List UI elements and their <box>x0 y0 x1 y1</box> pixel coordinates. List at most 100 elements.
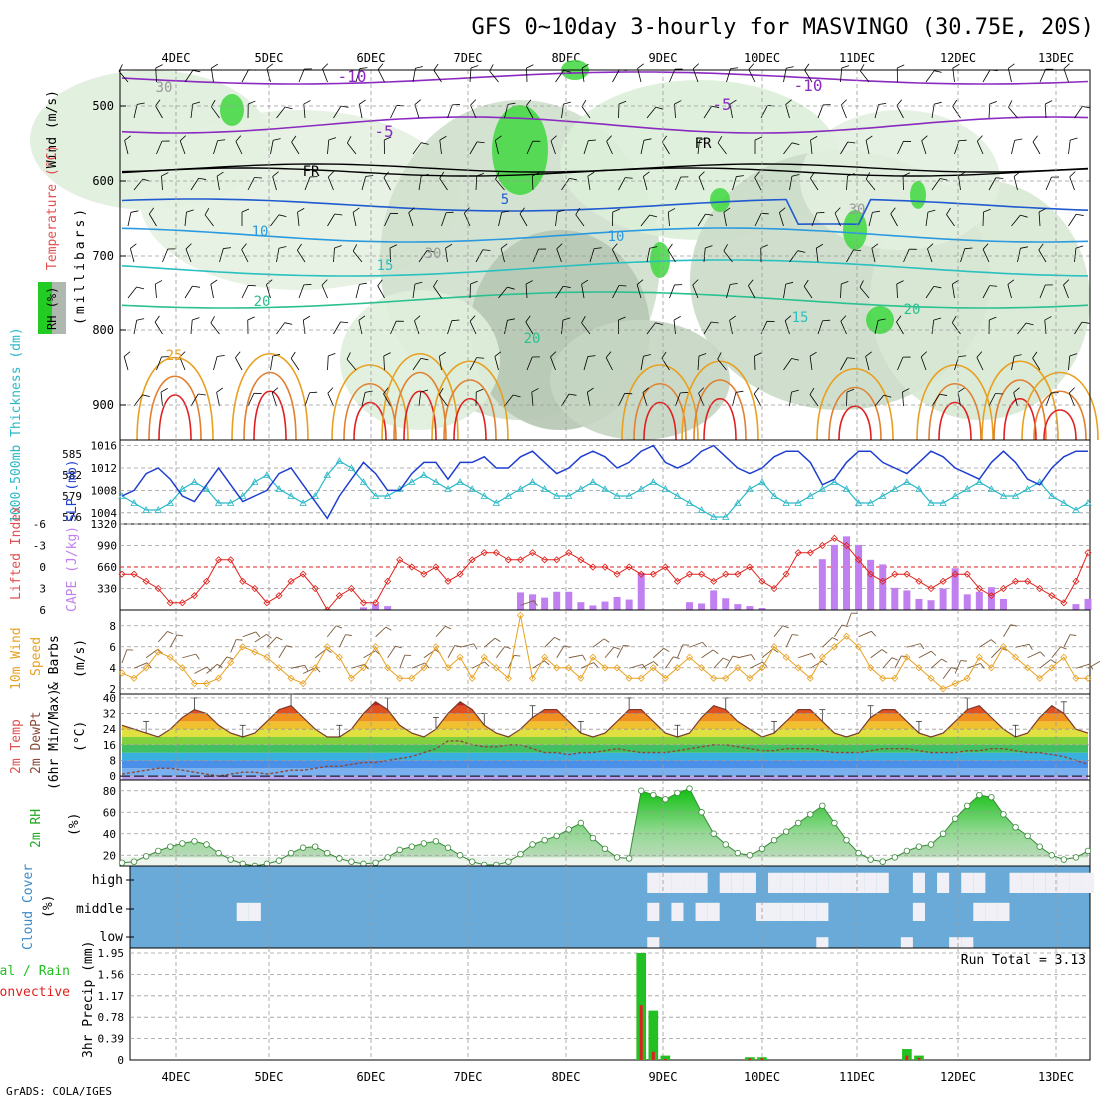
wind-barb <box>414 99 421 119</box>
wind-barb <box>346 352 357 371</box>
rh-point <box>384 854 391 861</box>
wind-speed-point <box>335 653 343 661</box>
cape-bar <box>963 594 971 610</box>
rh-point <box>1084 847 1092 855</box>
cloud-level-label: middle <box>76 902 123 917</box>
rh-point <box>843 837 850 844</box>
surface-wind-barb <box>230 639 243 653</box>
wind-barb <box>783 142 800 155</box>
surface-wind-barb <box>556 645 571 658</box>
wind-barb <box>272 171 279 191</box>
surface-wind-barb <box>882 657 898 669</box>
wind-barb <box>355 67 368 83</box>
wind-barb <box>1068 137 1078 155</box>
rh-point <box>348 858 355 865</box>
wind-barb <box>298 284 312 299</box>
wind-barb <box>583 139 596 155</box>
li-point <box>347 584 355 593</box>
wind-barb <box>754 171 762 191</box>
precip-tick: 0.78 <box>98 1011 125 1024</box>
li-point <box>685 570 694 578</box>
rh-point <box>275 857 283 864</box>
wind-speed-point <box>818 653 826 661</box>
wind-barb <box>811 212 825 227</box>
li-point <box>963 570 971 578</box>
contour-label: 5 <box>501 192 509 208</box>
wind-barb <box>247 177 262 191</box>
wind-barb <box>667 208 676 227</box>
wind-barb <box>667 243 676 263</box>
contour-line <box>121 167 1089 177</box>
contour-label: -10 <box>794 76 823 95</box>
surface-wind-barb <box>785 634 799 648</box>
thickness-point <box>613 492 621 499</box>
wind-barb <box>190 393 206 407</box>
mid-cloud-cell <box>248 902 261 921</box>
contour-label: 10 <box>608 229 625 245</box>
wind-barb <box>669 284 683 299</box>
rh-point <box>625 855 633 862</box>
rh-point <box>879 858 886 865</box>
wind-speed-point <box>311 664 319 672</box>
wind-speed-point <box>287 674 295 682</box>
wind-barb <box>779 207 786 227</box>
wind-barb <box>803 279 813 299</box>
surface-wind-barb <box>942 666 958 680</box>
pressure-tick: 600 <box>92 174 114 188</box>
wind-barb <box>304 391 318 407</box>
wind-speed-point <box>649 664 657 672</box>
thickness-point <box>601 485 609 492</box>
date-label-top: 6DEC <box>357 51 386 65</box>
wind-speed-point <box>830 643 838 651</box>
surface-wind-barb <box>194 666 212 674</box>
contour-label: 15 <box>792 310 809 326</box>
wind-speed-line <box>121 615 1088 690</box>
rh-point <box>408 843 415 850</box>
rh-point <box>1036 843 1043 850</box>
wind-barb <box>865 351 872 371</box>
thickness-point <box>275 485 283 492</box>
cape-bar <box>830 544 838 610</box>
warm-contour <box>993 379 1047 441</box>
wind-speed-point <box>480 653 488 661</box>
cape-bar <box>939 588 947 610</box>
li-point <box>999 584 1008 593</box>
cape-tick: 660 <box>97 561 117 574</box>
li-point <box>927 584 935 593</box>
precip-conv-bar <box>663 1058 667 1060</box>
wind-barb <box>352 244 363 263</box>
contour-label: -5 <box>374 122 393 141</box>
rh-point <box>118 859 126 866</box>
precip-conv-bar <box>917 1057 921 1060</box>
contour-labels: -10 -5 -10 -5 FR FR 5 10 10 15 20 15 20 25 20 30 30 30 <box>156 67 921 364</box>
surface-wind-barb <box>822 637 839 648</box>
surface-wind-barb <box>580 662 599 669</box>
wind-barb <box>804 63 813 83</box>
rh-point <box>855 849 862 857</box>
wind-tick: 6 <box>109 641 116 654</box>
rh-point <box>541 837 548 844</box>
cape-bar <box>384 606 392 610</box>
wind-barb <box>162 248 176 263</box>
thickness-point <box>323 471 331 478</box>
wind-barb <box>216 171 224 191</box>
li-point <box>251 584 259 593</box>
surface-wind-barb <box>568 654 587 661</box>
wind-barb <box>840 281 849 299</box>
wind-barb <box>927 243 934 263</box>
wind-barb <box>298 68 312 83</box>
warm-contour <box>136 356 214 441</box>
wind-barb <box>1011 354 1022 371</box>
li-point <box>830 534 838 542</box>
wind-barb <box>333 105 349 119</box>
li-point <box>806 549 814 557</box>
rh-point <box>770 837 778 844</box>
wind-barb <box>555 285 571 299</box>
wind-speed-point <box>698 664 706 672</box>
wind-barb <box>352 207 360 227</box>
wind-barb <box>896 315 904 335</box>
precip-conv-label: Convective <box>0 985 70 1000</box>
rh-point <box>782 828 790 835</box>
wind-speed-point <box>710 674 718 682</box>
thickness-point <box>673 492 682 499</box>
